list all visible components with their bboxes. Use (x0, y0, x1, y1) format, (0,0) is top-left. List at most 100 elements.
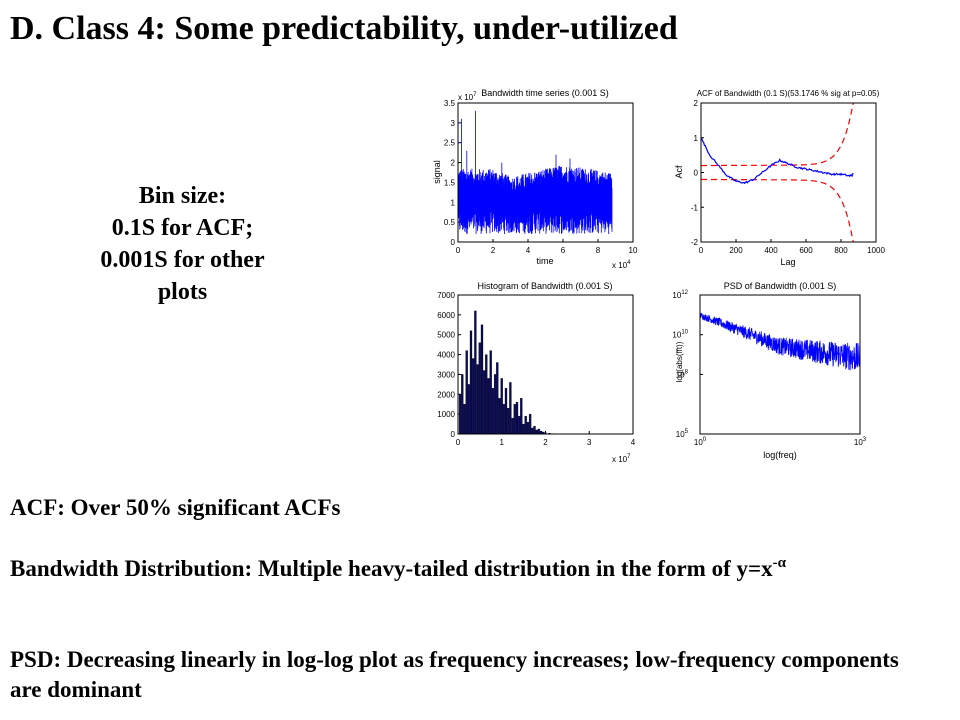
histogram-bars (458, 310, 560, 435)
histogram-bar (500, 378, 503, 435)
x-multiplier: x 104 (612, 260, 631, 270)
plot-frame (457, 294, 634, 435)
exponent: -α (772, 555, 786, 571)
bin-size-line: 0.1S for ACF; (111, 215, 254, 241)
bin-size-note: Bin size: 0.1S for ACF; 0.001S for other… (40, 180, 325, 308)
histogram-bar (502, 404, 505, 435)
y-tick-label: 4000 (437, 351, 455, 360)
y-tick-label: 1010 (672, 330, 688, 340)
histogram-bar (535, 429, 538, 435)
x-multiplier: x 107 (612, 454, 631, 464)
bin-size-line: plots (157, 279, 208, 305)
histogram-bar (518, 415, 521, 435)
bullet-text: ACF: Over 50% significant ACFs (10, 495, 341, 520)
histogram-bar (469, 330, 473, 435)
histogram-bar (493, 374, 497, 435)
x-tick-label: 3 (587, 438, 592, 447)
histogram-bar (533, 425, 536, 435)
x-tick-label: 200 (729, 246, 743, 255)
x-tick-label: 8 (596, 246, 601, 255)
chart-title: ACF of Bandwidth (0.1 S)(53.1746 % sig a… (697, 89, 880, 98)
y-tick-label: 1012 (672, 290, 688, 300)
histogram-bar (458, 394, 462, 435)
bullet-acf: ACF: Over 50% significant ACFs (10, 493, 910, 523)
y-tick-label: 5000 (437, 331, 455, 340)
series-line (700, 137, 854, 185)
plot-frame (457, 102, 634, 243)
x-tick-label: 2 (543, 438, 548, 447)
y-tick-label: 2 (694, 99, 699, 108)
histogram-bar (507, 408, 510, 435)
y-tick-label: 0 (451, 430, 456, 439)
x-tick-label: 4 (526, 246, 531, 255)
y-tick-label: 3.5 (444, 99, 456, 108)
y-axis-label: Acf (674, 165, 684, 179)
y-tick-label: 2 (451, 159, 456, 168)
chart-title: PSD of Bandwidth (0.001 S) (724, 281, 837, 291)
x-axis-label: Lag (780, 257, 795, 267)
histogram-bar (489, 350, 492, 435)
y-tick-label: 3000 (437, 370, 455, 379)
histogram-bar (504, 388, 508, 435)
histogram-bar (463, 404, 466, 435)
x-tick-label: 0 (456, 438, 461, 447)
y-tick-label: -1 (691, 203, 699, 212)
x-tick-label: 0 (699, 246, 704, 255)
histogram-bar (524, 415, 527, 435)
axis-ticks: 100 103 105 108 1010 1012 (672, 290, 866, 447)
histogram-bar (478, 342, 481, 435)
bin-size-line: 0.001S for other (100, 247, 265, 273)
y-tick-label: 1 (451, 198, 456, 207)
chart-time-series: Bandwidth time series (0.001 S) x 107 si… (432, 88, 638, 270)
histogram-bar (528, 413, 532, 435)
upper-significance-bound (700, 102, 854, 167)
x-tick-label: 800 (834, 246, 848, 255)
x-tick-label: 100 (694, 437, 707, 447)
histogram-bar (472, 358, 475, 435)
chart-histogram: Histogram of Bandwidth (0.001 S) x 107 0… (437, 281, 636, 464)
x-tick-label: 400 (764, 246, 778, 255)
histogram-bar (491, 388, 495, 435)
histogram-bar (520, 398, 523, 435)
y-axis-label: log(abs(fft)) (675, 341, 684, 382)
series-line (699, 312, 861, 373)
y-multiplier: x 107 (458, 92, 477, 102)
histogram-bar (522, 423, 525, 435)
x-tick-label: 600 (799, 246, 813, 255)
slide-title: D. Class 4: Some predictability, under-u… (10, 10, 678, 47)
histogram-bar (526, 421, 530, 435)
y-tick-label: 6000 (437, 311, 455, 320)
histogram-bar (476, 364, 479, 435)
chart-title: Histogram of Bandwidth (0.001 S) (477, 281, 612, 291)
histogram-bar (474, 310, 477, 435)
x-axis-label: time (536, 256, 553, 266)
histogram-bar (461, 374, 464, 435)
histogram-bar (537, 428, 540, 435)
histogram-bar (485, 354, 488, 435)
y-tick-label: 1.5 (444, 178, 456, 187)
x-tick-label: 1000 (867, 246, 885, 255)
y-tick-label: 0.5 (444, 218, 456, 227)
bullet-text: PSD: Decreasing linearly in log-log plot… (10, 647, 899, 702)
y-tick-label: 2.5 (444, 139, 456, 148)
bullet-psd: PSD: Decreasing linearly in log-log plot… (10, 645, 910, 705)
bullet-bandwidth-distribution: Bandwidth Distribution: Multiple heavy-t… (10, 548, 910, 584)
x-tick-label: 10 (629, 246, 638, 255)
y-tick-label: 108 (676, 369, 689, 379)
histogram-bar (511, 417, 514, 435)
x-tick-label: 103 (854, 437, 867, 447)
y-tick-label: 7000 (437, 291, 455, 300)
histogram-bar (483, 370, 486, 435)
histogram-bar (513, 404, 516, 435)
y-tick-label: 0 (451, 238, 456, 247)
x-tick-label: 4 (631, 438, 636, 447)
histogram-bar (467, 384, 470, 435)
plot-frame (699, 294, 861, 435)
histogram-bar (480, 324, 484, 435)
y-axis-label: signal (432, 160, 442, 184)
histogram-bar (531, 427, 534, 435)
y-tick-label: 3 (451, 119, 456, 128)
axis-ticks: 0 1 2 3 4 0 1000 2000 3000 4000 5000 6000 7000 (437, 291, 636, 447)
series-line (457, 110, 613, 235)
chart-psd: PSD of Bandwidth (0.001 S) log(abs(fft))… (672, 281, 866, 460)
